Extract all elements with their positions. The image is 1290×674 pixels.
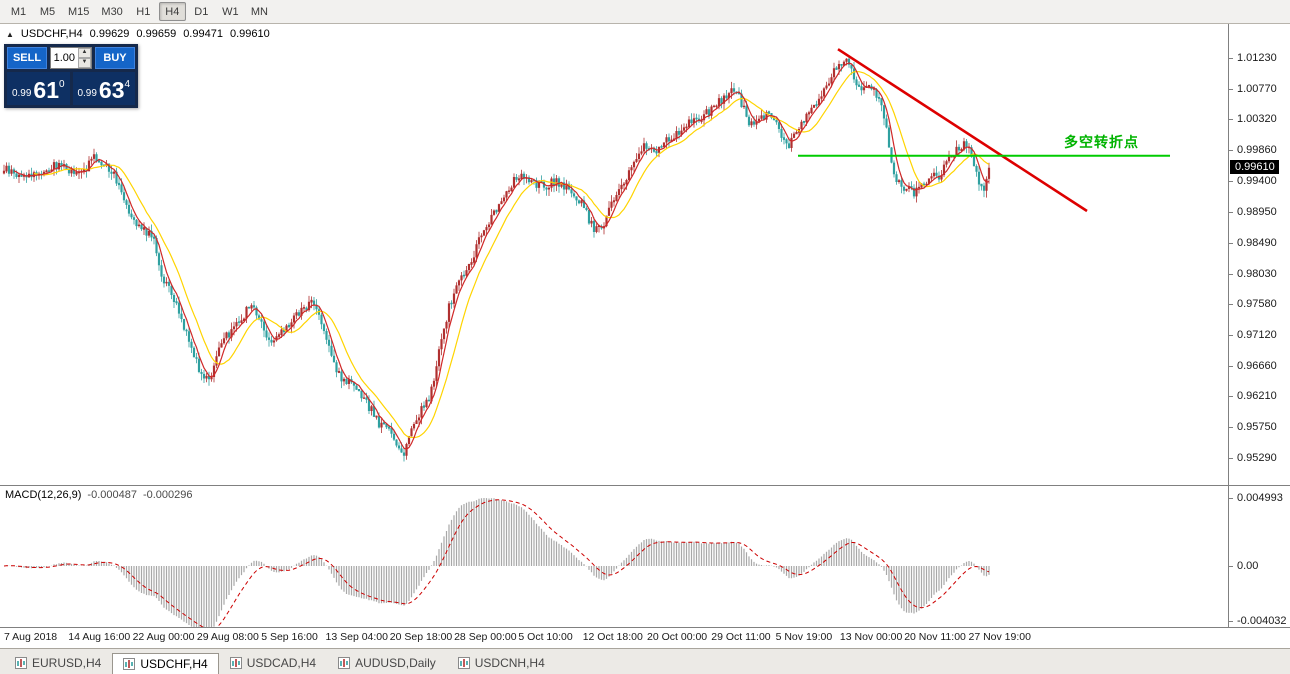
price-chart-pane: ▲ USDCHF,H4 0.99629 0.99659 0.99471 0.99…	[0, 24, 1290, 486]
time-axis-label: 20 Sep 18:00	[389, 631, 453, 643]
chart-tab-label: AUDUSD,Daily	[355, 656, 436, 670]
chart-tab-eurusd[interactable]: EURUSD,H4	[4, 652, 112, 674]
volume-input[interactable]: 1.00 ▲ ▼	[50, 47, 92, 69]
one-click-trade-panel: SELL 1.00 ▲ ▼ BUY 0.99 61 0 0.99	[4, 44, 138, 108]
price-axis-label: 0.95290	[1229, 452, 1277, 464]
macd-main-value: -0.000487	[87, 489, 137, 501]
price-axis-label: 0.96210	[1229, 390, 1277, 402]
buy-price-prefix: 0.99	[77, 88, 97, 99]
candlestick-chart-canvas[interactable]	[0, 24, 1228, 485]
time-axis-label: 5 Sep 16:00	[261, 631, 318, 643]
price-axis-label: 0.95750	[1229, 421, 1277, 433]
timeframe-button-h1[interactable]: H1	[136, 5, 151, 18]
timeframe-toolbar: M1 M5 M15 M30 H1 H4 D1 W1 MN	[0, 0, 1290, 24]
one-click-panel-toggle-icon[interactable]: ▲	[6, 29, 14, 39]
time-axis-label: 29 Oct 11:00	[711, 631, 771, 643]
chart-low-value: 0.99471	[183, 28, 223, 40]
time-axis-label: 20 Nov 11:00	[904, 631, 966, 643]
sell-price-point: 0	[59, 79, 65, 90]
chart-tabbar: EURUSD,H4 USDCHF,H4 USDCAD,H4 AUDUSD,Daily U…	[0, 648, 1290, 674]
mini-chart-icon	[338, 657, 351, 669]
chart-symbol-label: USDCHF,H4	[20, 28, 83, 40]
sell-button[interactable]: SELL	[7, 47, 47, 69]
time-axis-label: 7 Aug 2018	[4, 631, 58, 643]
timeframe-button-m5[interactable]: M5	[39, 5, 56, 18]
timeframe-button-mn[interactable]: MN	[250, 5, 268, 18]
macd-name: MACD(12,26,9)	[5, 489, 82, 501]
chart-tab-usdchf[interactable]: USDCHF,H4	[112, 653, 219, 674]
time-axis-label: 5 Nov 19:00	[775, 631, 833, 643]
chart-annotation-text: 多空转折点	[1064, 134, 1139, 150]
mini-chart-icon	[229, 657, 242, 669]
time-axis-label: 20 Oct 00:00	[647, 631, 708, 643]
time-axis-label: 27 Nov 19:00	[968, 631, 1031, 643]
timeframe-button-m1[interactable]: M1	[10, 5, 27, 18]
timeframe-button-m15[interactable]: M15	[68, 5, 90, 18]
volume-increase-icon[interactable]: ▲	[78, 48, 91, 58]
time-axis[interactable]: 7 Aug 2018 14 Aug 16:00 22 Aug 00:00 29 Aug…	[0, 628, 1290, 648]
macd-signal-value: -0.000296	[142, 489, 193, 501]
price-axis-label: 0.96660	[1229, 360, 1277, 372]
price-axis-label: 0.97580	[1229, 298, 1277, 310]
macd-indicator-label: MACD(12,26,9) -0.000487 -0.000296	[5, 489, 193, 501]
time-axis-label: 14 Aug 16:00	[68, 631, 131, 643]
macd-axis[interactable]: 0.004993 0.00 -0.004032	[1228, 486, 1290, 627]
buy-button[interactable]: BUY	[95, 47, 135, 69]
mini-chart-icon	[123, 658, 136, 670]
chart-high-value: 0.99659	[136, 28, 177, 40]
price-axis-label: 1.00770	[1229, 83, 1277, 95]
price-axis-label: 1.00320	[1229, 113, 1277, 125]
time-axis-label: 22 Aug 00:00	[132, 631, 195, 643]
volume-decrease-icon[interactable]: ▼	[78, 58, 91, 68]
volume-value[interactable]: 1.00	[53, 52, 75, 64]
time-axis-label: 29 Aug 08:00	[196, 631, 259, 643]
mini-chart-icon	[457, 657, 470, 669]
sell-price-pips: 61	[33, 77, 59, 103]
price-axis-label: 0.98030	[1229, 268, 1277, 280]
macd-chart-canvas[interactable]	[0, 486, 1228, 627]
timeframe-button-w1[interactable]: W1	[222, 5, 239, 18]
price-axis-label: 0.99860	[1229, 144, 1277, 156]
buy-price-point: 4	[124, 79, 131, 90]
time-axis-label: 13 Nov 00:00	[839, 631, 903, 643]
price-axis-label: 0.97120	[1229, 329, 1277, 341]
price-axis-label: 1.01230	[1229, 52, 1277, 64]
mini-chart-icon	[15, 657, 27, 669]
chart-ohlc-header: ▲ USDCHF,H4 0.99629 0.99659 0.99471 0.99…	[6, 28, 270, 40]
timeframe-button-m30[interactable]: M30	[101, 5, 123, 18]
time-axis-label: 12 Oct 18:00	[582, 631, 643, 643]
chart-tab-label: USDCAD,H4	[246, 656, 317, 670]
buy-price-display[interactable]: 0.99 63 4	[72, 72, 135, 105]
chart-tab-usdcnh[interactable]: USDCNH,H4	[447, 652, 556, 674]
timeframe-button-h4[interactable]: H4	[158, 2, 186, 21]
time-axis-label: 13 Sep 04:00	[325, 631, 388, 643]
timeframe-button-d1[interactable]: D1	[194, 5, 209, 18]
buy-price-pips: 63	[98, 77, 125, 103]
time-axis-label: 28 Sep 00:00	[454, 631, 517, 643]
chart-tab-audusd[interactable]: AUDUSD,Daily	[327, 652, 447, 674]
chart-tab-label: USDCNH,H4	[474, 656, 545, 670]
chart-tab-label: USDCHF,H4	[140, 657, 208, 671]
time-axis-label: 5 Oct 10:00	[518, 631, 573, 643]
sell-price-display[interactable]: 0.99 61 0	[7, 72, 70, 105]
price-axis-label: 0.99400	[1229, 175, 1277, 187]
chart-tab-label: EURUSD,H4	[32, 656, 102, 670]
chart-tab-usdcad[interactable]: USDCAD,H4	[219, 652, 327, 674]
chart-open-value: 0.99629	[89, 28, 130, 40]
macd-axis-label: -0.004032	[1229, 615, 1287, 627]
chart-close-value: 0.99610	[229, 28, 270, 40]
price-axis-label: 0.98950	[1229, 206, 1277, 218]
macd-axis-label: 0.00	[1229, 560, 1258, 572]
trendline-object[interactable]	[837, 48, 1088, 213]
price-axis[interactable]: 1.01230 1.00770 1.00320 0.99860 0.99400 0.989…	[1228, 24, 1290, 485]
price-axis-label: 0.98490	[1229, 237, 1277, 249]
current-price-tag: 0.99610	[1230, 160, 1279, 175]
macd-indicator-pane: MACD(12,26,9) -0.000487 -0.000296 0.0049…	[0, 486, 1290, 628]
macd-axis-label: 0.004993	[1229, 492, 1283, 504]
sell-price-prefix: 0.99	[11, 88, 32, 99]
